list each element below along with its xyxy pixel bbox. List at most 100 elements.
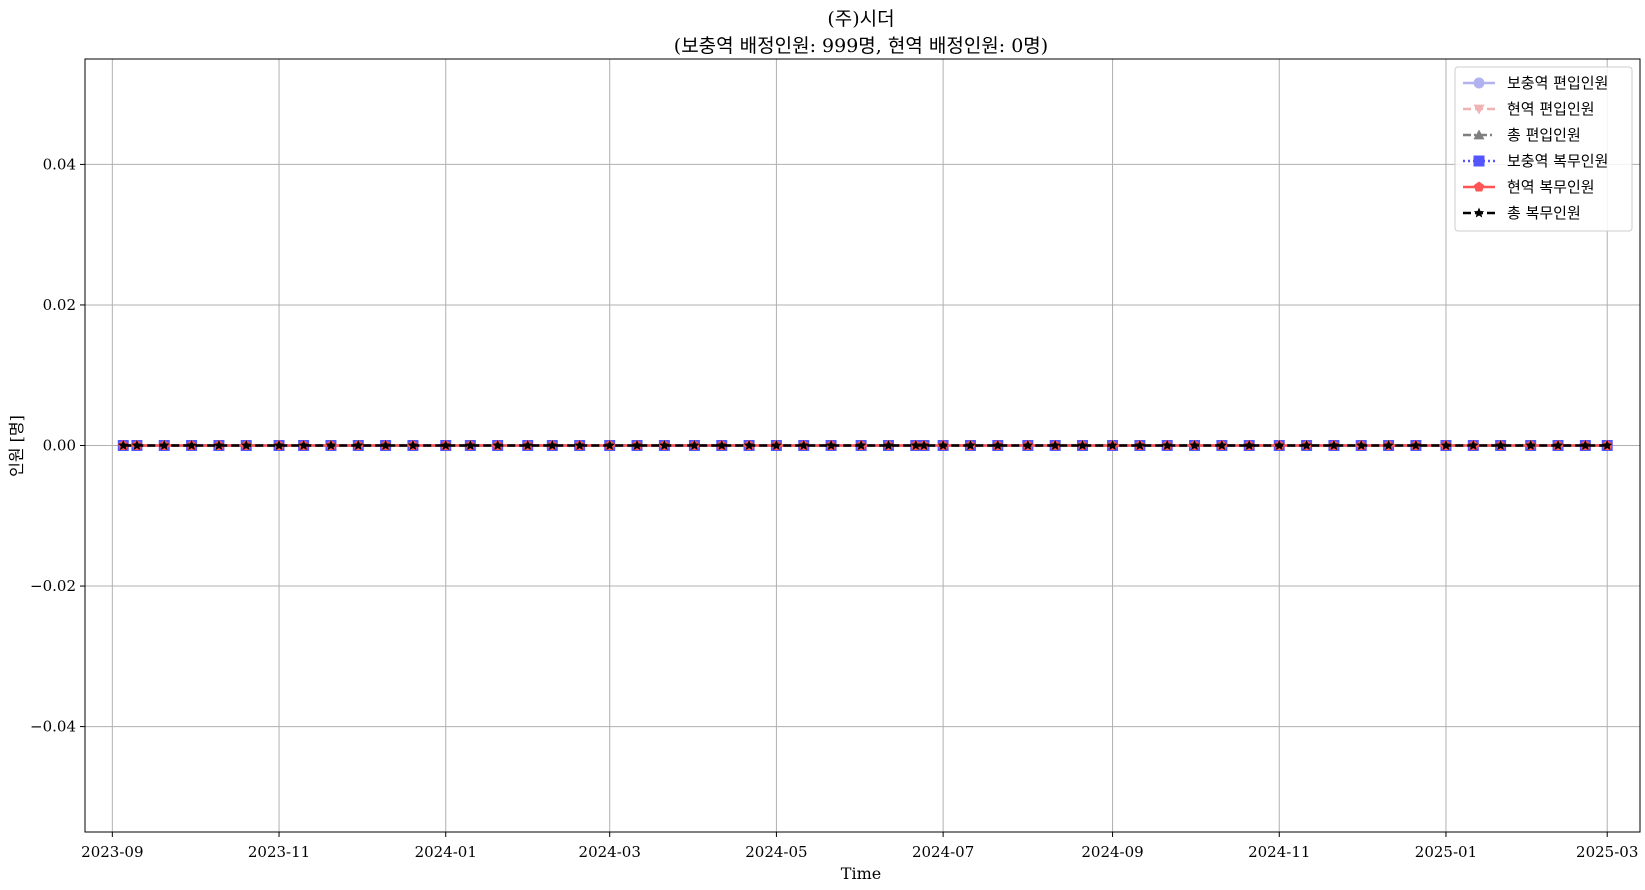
chart-title: (주)시더 xyxy=(827,8,894,30)
y-axis-ticks: 0.04 0.02 0.00 −0.02 −0.04 xyxy=(30,155,85,736)
data-point xyxy=(883,440,894,450)
data-point xyxy=(465,440,476,450)
data-point xyxy=(604,440,615,450)
legend-label: 현역 편입인원 xyxy=(1507,100,1595,118)
data-point xyxy=(1243,440,1255,450)
y-tick-label: −0.04 xyxy=(30,718,76,736)
data-point xyxy=(159,440,170,450)
data-point xyxy=(492,440,503,450)
legend-marker xyxy=(1473,181,1485,192)
series-star xyxy=(118,440,1613,450)
x-tick-label: 2024-11 xyxy=(1248,843,1310,861)
data-point xyxy=(1274,440,1285,450)
data-point xyxy=(1601,440,1613,450)
legend-item[interactable]: 현역 복무인원 xyxy=(1463,178,1595,196)
data-point xyxy=(1410,440,1422,450)
data-point xyxy=(1216,440,1228,450)
legend-marker xyxy=(1473,77,1485,89)
x-tick-label: 2024-07 xyxy=(912,843,974,861)
data-point xyxy=(186,440,197,450)
data-point xyxy=(1189,440,1200,450)
data-point xyxy=(1022,440,1034,450)
data-point xyxy=(937,440,949,450)
legend-item[interactable]: 현역 편입인원 xyxy=(1463,100,1595,118)
data-point xyxy=(1383,440,1394,450)
data-point xyxy=(118,440,129,450)
legend-label: 총 편입인원 xyxy=(1507,126,1581,144)
legend-label: 보충역 편입인원 xyxy=(1507,74,1608,92)
x-tick-label: 2024-05 xyxy=(745,843,807,861)
y-tick-label: 0.00 xyxy=(43,437,76,455)
data-point xyxy=(1356,440,1367,450)
data-point xyxy=(1552,440,1564,450)
data-point xyxy=(1525,440,1536,450)
data-point xyxy=(1077,440,1088,450)
x-tick-label: 2025-03 xyxy=(1576,843,1638,861)
y-tick-label: −0.02 xyxy=(30,577,76,595)
legend-label: 총 복무인원 xyxy=(1507,204,1581,222)
data-point xyxy=(689,440,700,450)
legend-item[interactable]: 총 복무인원 xyxy=(1463,204,1581,222)
chart-subtitle: (보충역 배정인원: 999명, 현역 배정인원: 0명) xyxy=(674,35,1048,57)
legend-label: 현역 복무인원 xyxy=(1507,178,1595,196)
data-point xyxy=(910,440,922,450)
x-tick-label: 2025-01 xyxy=(1415,843,1477,861)
legend-marker xyxy=(1473,155,1485,167)
data-point xyxy=(131,440,143,450)
legend-box xyxy=(1454,66,1633,232)
x-tick-label: 2023-11 xyxy=(248,843,310,861)
legend-marker xyxy=(1473,104,1485,115)
data-point xyxy=(1049,440,1061,450)
y-tick-label: 0.02 xyxy=(43,296,76,314)
data-point xyxy=(298,440,309,450)
data-point xyxy=(1468,440,1479,450)
data-point xyxy=(965,440,976,450)
plot-frame xyxy=(84,58,1641,833)
y-axis-label: 인원 [명] xyxy=(7,415,26,477)
data-point xyxy=(1328,440,1340,450)
data-point xyxy=(547,440,558,450)
data-point xyxy=(241,440,252,450)
data-point xyxy=(1495,440,1506,450)
data-point xyxy=(407,440,419,450)
y-tick-label: 0.04 xyxy=(43,155,76,173)
data-point xyxy=(213,440,225,450)
x-tick-label: 2024-09 xyxy=(1081,843,1143,861)
x-axis-ticks: 2023-09 2023-11 2024-01 2024-03 2024-05 2024-… xyxy=(81,832,1638,861)
data-point xyxy=(659,440,670,450)
data-point xyxy=(1161,440,1173,450)
data-point xyxy=(855,440,867,450)
data-point xyxy=(353,440,364,450)
legend-item[interactable]: 보충역 편입인원 xyxy=(1463,74,1608,92)
data-point xyxy=(743,440,755,450)
data-point xyxy=(992,440,1004,450)
data-point xyxy=(380,440,391,450)
legend-item[interactable]: 보충역 복무인원 xyxy=(1463,152,1608,170)
x-tick-label: 2024-01 xyxy=(415,843,477,861)
data-point xyxy=(825,440,837,450)
data-point xyxy=(273,440,285,450)
data-point xyxy=(1134,440,1146,450)
data-point xyxy=(1580,440,1591,450)
x-axis-label: Time xyxy=(841,864,881,883)
legend-marker xyxy=(1473,207,1485,218)
data-point xyxy=(771,440,782,450)
data-point xyxy=(574,440,585,450)
data-point xyxy=(1301,440,1312,450)
data-point xyxy=(918,440,930,450)
data-point xyxy=(798,440,809,450)
data-point xyxy=(1440,440,1452,450)
legend-marker xyxy=(1473,129,1485,140)
x-tick-label: 2023-09 xyxy=(81,843,143,861)
series-layer xyxy=(117,440,1613,451)
data-point xyxy=(325,440,337,450)
data-point xyxy=(631,440,643,450)
data-point xyxy=(716,440,727,450)
x-tick-label: 2024-03 xyxy=(579,843,641,861)
legend-label: 보충역 복무인원 xyxy=(1507,152,1608,170)
legend-item[interactable]: 총 편입인원 xyxy=(1463,126,1581,144)
data-point xyxy=(440,440,451,450)
data-point xyxy=(1107,440,1118,450)
